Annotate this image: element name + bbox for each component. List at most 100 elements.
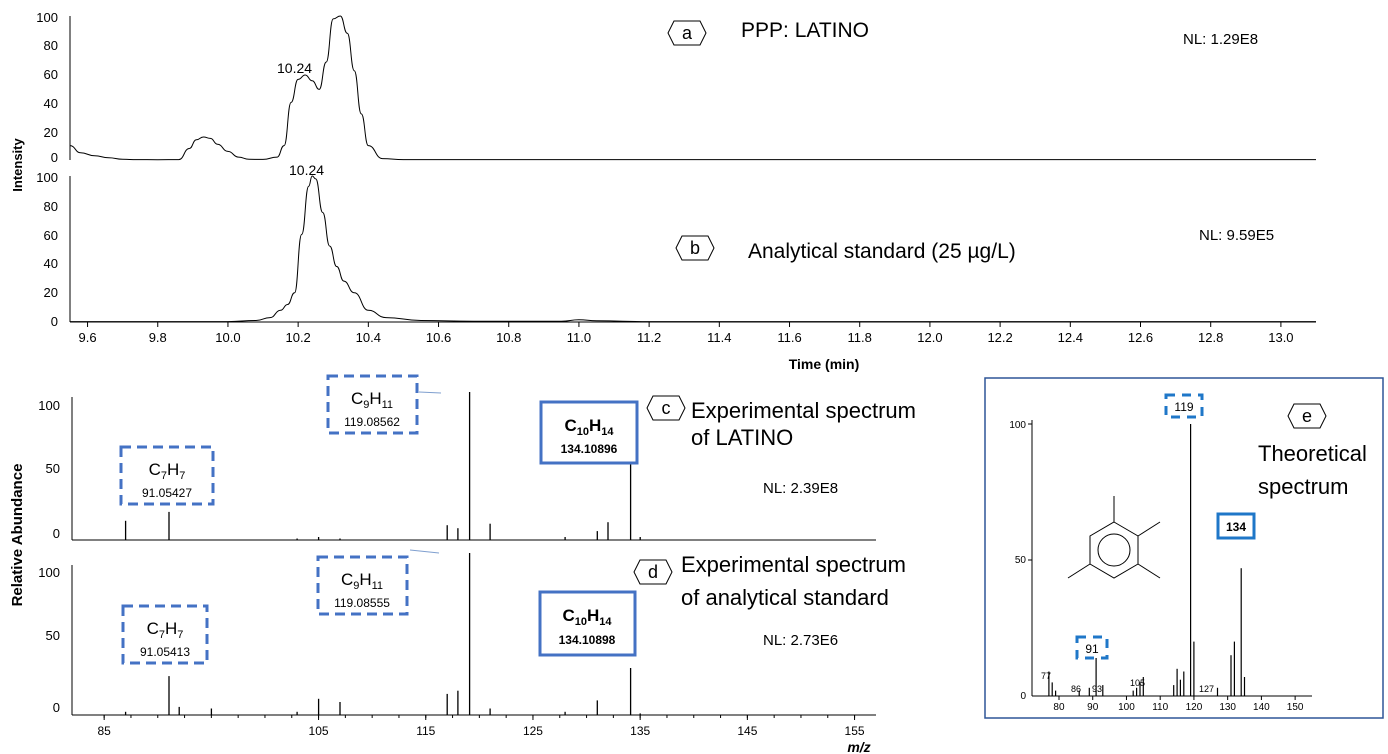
panel-c-title-line1: Experimental spectrum	[691, 398, 916, 423]
methyl-bond	[1137, 563, 1161, 579]
theo-xtick-label: 100	[1118, 702, 1135, 713]
chrom-b-peak-label: 10.24	[289, 162, 324, 178]
chromatogram-b: 100 80 60 40 20 0 10.24 b Analytical sta…	[36, 162, 1316, 329]
spec-xtick-label: 105	[309, 724, 329, 738]
panel-c-letter: c	[662, 398, 671, 418]
chrom-a-ytick: 80	[44, 38, 58, 53]
theo-xtick-label: 80	[1053, 702, 1065, 713]
panel-c-hexagon	[646, 395, 686, 421]
spec-c-c9h11-mass: 119.08562	[344, 415, 400, 429]
chrom-xtick-label: 11.0	[567, 330, 591, 345]
panel-e-title-line1: Theoretical	[1258, 441, 1367, 466]
chrom-b-ytick: 0	[51, 314, 58, 329]
panel-e-title-line2: spectrum	[1258, 474, 1348, 499]
chrom-a-ytick: 100	[36, 10, 58, 25]
chrom-xtick-label: 10.2	[285, 330, 310, 345]
panel-b-nl: NL: 9.59E5	[1199, 227, 1274, 244]
chrom-a-y-ticks: 100 80 60 40 20 0	[36, 10, 58, 165]
panel-b-hexagon	[675, 235, 715, 261]
chrom-xtick-label: 10.6	[426, 330, 451, 345]
chrom-xtick-label: 13.0	[1268, 330, 1293, 345]
theo-ytick: 50	[1015, 555, 1027, 566]
chrom-a-ytick: 60	[44, 67, 58, 82]
chrom-b-ytick: 60	[44, 228, 58, 243]
panel-b-letter: b	[690, 238, 700, 258]
theo-xtick-label: 130	[1219, 702, 1236, 713]
spec-c-c9h11-formula: C9H11	[351, 389, 393, 411]
theo-box-119-label: 119	[1174, 400, 1193, 414]
spec-d-ytick: 100	[38, 565, 60, 580]
spectrum-d: 100 50 0 C7H7 91.05413 C9H11 119.08555 C…	[38, 549, 906, 716]
spec-xtick-label: 115	[416, 724, 435, 738]
theo-box-91-label: 91	[1085, 642, 1099, 656]
theo-bars	[1048, 424, 1246, 696]
theoretical-frame	[984, 377, 1384, 719]
spec-xtick-label: 125	[523, 724, 543, 738]
spec-d-c7h7-mass: 91.05413	[140, 645, 190, 659]
spec-c-c7h7-mass: 91.05427	[142, 486, 192, 500]
spectrum-c: 100 50 0 C7H7 91.05427 C9H11 119.08562 C…	[38, 374, 916, 541]
aromatic-circle	[1097, 533, 1131, 567]
panel-d-letter: d	[648, 562, 658, 582]
spec-c-ytick: 0	[53, 526, 60, 541]
theo-box-91	[1075, 635, 1109, 660]
chrom-b-ytick: 40	[44, 256, 58, 271]
chrom-xtick-label: 10.0	[215, 330, 240, 345]
theo-peak-label: 93	[1092, 684, 1102, 694]
theo-ytick: 0	[1020, 691, 1026, 702]
methyl-bond	[1067, 563, 1091, 579]
spec-c-bars	[124, 392, 641, 540]
theo-peak-label: 86	[1071, 684, 1081, 694]
chrom-xtick-label: 9.6	[79, 330, 97, 345]
chrom-y-axis-label: Intensity	[10, 138, 25, 192]
panel-e-hexagon	[1287, 403, 1327, 429]
chrom-a-ytick: 40	[44, 96, 58, 111]
spec-d-ytick: 0	[53, 700, 60, 715]
panel-a-letter: a	[682, 23, 693, 43]
theo-peak-label: 105	[1130, 678, 1145, 688]
chrom-a-trace	[69, 15, 1316, 161]
panel-d-nl: NL: 2.73E6	[763, 632, 838, 649]
chrom-x-axis-label: Time (min)	[789, 356, 860, 372]
spec-d-bars	[124, 553, 641, 715]
chrom-x-ticks: 9.6 9.8 10.0 10.2 10.4 10.6 10.8 11.0 11.2 11.4 11…	[79, 322, 1294, 345]
chrom-xtick-label: 12.2	[987, 330, 1012, 345]
panel-d-title-line1: Experimental spectrum	[681, 552, 906, 577]
spec-d-c7h7-formula: C7H7	[147, 619, 184, 641]
panel-c-nl: NL: 2.39E8	[763, 480, 838, 497]
spec-d-box-c9h11	[316, 555, 409, 616]
theo-xtick-label: 90	[1087, 702, 1099, 713]
theo-xtick-label: 120	[1186, 702, 1203, 713]
spectra-y-axis-label: Relative Abundance	[9, 464, 26, 607]
spec-xtick-label: 155	[845, 724, 865, 738]
molecule-structure	[1067, 496, 1161, 579]
theo-box-134-label: 134	[1226, 520, 1246, 534]
theo-peak-label: 77	[1041, 671, 1051, 681]
methyl-bond	[1137, 521, 1161, 537]
chrom-xtick-label: 9.8	[149, 330, 167, 345]
chrom-b-trace	[70, 175, 1316, 323]
panel-d-title-line2: of analytical standard	[681, 585, 889, 610]
spec-c-box-c10h14	[539, 400, 639, 465]
panel-b-title: Analytical standard (25 µg/L)	[748, 240, 1016, 263]
spectra-x-ticks: 85 105 115 125 135 145 155	[97, 715, 865, 738]
theo-xtick-label: 150	[1287, 702, 1304, 713]
theo-ytick: 100	[1009, 420, 1026, 431]
chrom-b-ytick: 20	[44, 285, 58, 300]
panel-a-title: PPP: LATINO	[741, 19, 869, 42]
spec-c-c7h7-formula: C7H7	[149, 460, 186, 482]
spec-c-c10h14-mass: 134.10896	[561, 442, 618, 456]
chrom-b-ytick: 100	[36, 170, 58, 185]
spec-d-ytick: 50	[46, 628, 60, 643]
chromatogram-a: 100 80 60 40 20 0 10.24 a PPP: LATINO NL…	[36, 10, 1316, 165]
spec-xtick-label: 145	[737, 724, 757, 738]
spec-c-box-c7h7	[119, 445, 215, 506]
chrom-xtick-label: 11.2	[637, 330, 661, 345]
spec-c-ytick: 50	[46, 461, 60, 476]
spec-d-c9h11-formula: C9H11	[341, 570, 383, 592]
spec-d-box-c10h14	[538, 590, 637, 657]
theo-xtick-label: 140	[1253, 702, 1270, 713]
spec-d-c10h14-formula: C10H14	[562, 606, 612, 628]
theo-box-119	[1164, 393, 1204, 419]
panel-a-hexagon	[667, 20, 707, 46]
